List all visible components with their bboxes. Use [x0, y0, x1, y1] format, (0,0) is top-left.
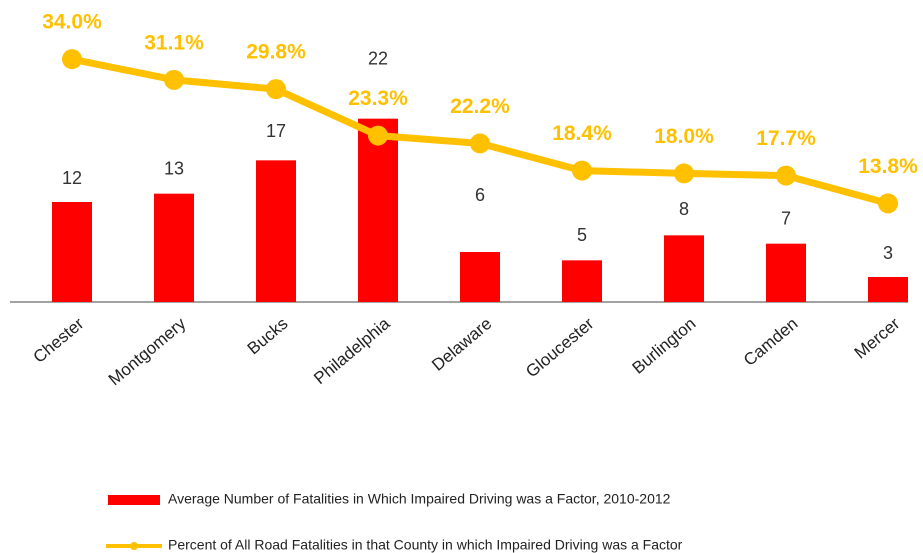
- line-marker: [674, 163, 694, 184]
- bar: [868, 277, 908, 302]
- x-tick-label: Gloucester: [522, 314, 597, 382]
- x-tick-label: Burlington: [629, 314, 700, 378]
- line-marker: [878, 193, 898, 214]
- x-tick-label: Mercer: [851, 314, 904, 363]
- bar-label: 13: [164, 158, 184, 178]
- line-label: 18.4%: [552, 122, 612, 145]
- x-tick-label: Camden: [740, 314, 801, 370]
- bar: [562, 260, 602, 302]
- legend-label: Average Number of Fatalities in Which Im…: [168, 491, 671, 507]
- x-tick-label: Philadelphia: [310, 314, 394, 388]
- bar-label: 5: [577, 225, 587, 245]
- bar-label: 12: [62, 168, 82, 188]
- x-tick-label: Montgomery: [105, 314, 190, 390]
- line-marker: [62, 49, 82, 70]
- line-label: 22.2%: [450, 95, 510, 118]
- line-marker: [470, 133, 490, 154]
- line-marker: [572, 160, 592, 181]
- legend-swatch: [130, 542, 138, 550]
- bar: [664, 235, 704, 302]
- line-marker: [368, 125, 388, 146]
- bar-label: 6: [475, 185, 485, 205]
- bar: [256, 160, 296, 302]
- bar-label: 7: [781, 208, 791, 228]
- line-marker: [776, 165, 796, 186]
- bar: [358, 118, 398, 303]
- bar: [154, 193, 194, 302]
- legend-label: Percent of All Road Fatalities in that C…: [168, 537, 683, 553]
- line-label: 13.8%: [858, 155, 918, 178]
- x-tick-label: Bucks: [244, 314, 292, 358]
- line-marker: [164, 69, 184, 90]
- line-label: 29.8%: [246, 41, 306, 64]
- x-tick-label: Chester: [30, 314, 88, 367]
- bar-label: 8: [679, 199, 689, 219]
- line-label: 34.0%: [42, 11, 102, 34]
- line-label: 18.0%: [654, 125, 714, 148]
- bar: [460, 252, 500, 302]
- bar: [766, 243, 806, 302]
- bar-label: 22: [368, 48, 388, 68]
- legend-swatch: [108, 495, 160, 505]
- bar: [52, 202, 92, 302]
- line-label: 17.7%: [756, 127, 816, 150]
- line-marker: [266, 79, 286, 100]
- line-label: 31.1%: [144, 31, 204, 54]
- line-label: 23.3%: [348, 87, 408, 110]
- bar-label: 3: [883, 243, 893, 263]
- bar-label: 17: [266, 121, 286, 141]
- x-tick-label: Delaware: [428, 314, 495, 375]
